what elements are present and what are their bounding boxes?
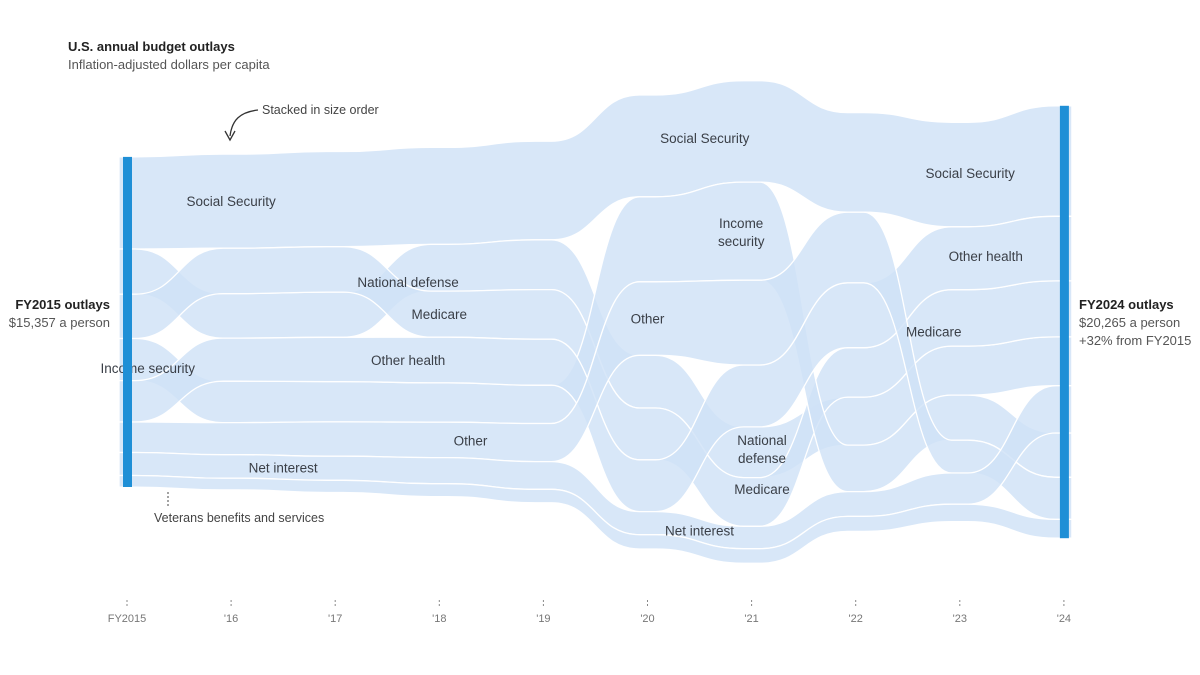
fy2015-outlays-title: FY2015 outlays — [15, 297, 110, 312]
x-tick-label: FY2015 — [108, 613, 147, 625]
band-label: Medicare — [734, 482, 790, 497]
x-tick-label: '21 — [744, 613, 758, 625]
x-tick-label: '22 — [849, 613, 863, 625]
x-tick-label: '17 — [328, 613, 342, 625]
band-label: Medicare — [412, 307, 468, 322]
band-label: Social Security — [926, 166, 1016, 181]
band-label: Medicare — [906, 325, 962, 340]
band-label: Social Security — [660, 131, 750, 146]
arrowhead-icon — [224, 130, 236, 142]
band-labels: Social Security National defense Medicare I… — [101, 131, 1023, 538]
band-label: Social Security — [186, 194, 276, 209]
fy2024-outlays-change: +32% from FY2015 — [1079, 333, 1191, 348]
veterans-annotation: Veterans benefits and services — [154, 492, 324, 525]
fy2015-total-bar — [123, 156, 132, 487]
band-label: Other — [454, 434, 488, 449]
x-tick-label: '18 — [432, 613, 446, 625]
x-tick-label: '16 — [224, 613, 238, 625]
curved-arrow-icon — [229, 109, 259, 137]
band-label: Net interest — [249, 460, 318, 475]
x-tick-label: '24 — [1057, 613, 1071, 625]
stacked-annotation: Stacked in size order — [224, 103, 379, 142]
chart-title: U.S. annual budget outlays — [68, 39, 235, 54]
band-label: Income security — [718, 216, 765, 249]
fy2024-total-bar — [1059, 105, 1069, 539]
x-tick-label: '23 — [953, 613, 967, 625]
fy2024-outlays-value: $20,265 a person — [1079, 315, 1180, 330]
band-other-health — [118, 215, 1073, 513]
band-veterans-benefits-and-services — [118, 474, 1073, 564]
stream-bands — [118, 80, 1073, 564]
fy2024-outlays-title: FY2024 outlays — [1079, 297, 1174, 312]
fy2015-outlays-value: $15,357 a person — [9, 315, 110, 330]
chart-subtitle: Inflation-adjusted dollars per capita — [68, 57, 270, 72]
band-label: National defense — [737, 433, 787, 466]
band-label: Net interest — [665, 523, 734, 538]
right-total-label: FY2024 outlays $20,265 a person +32% fro… — [1079, 297, 1191, 348]
x-axis: FY2015 '16 '17 '18 '19 '20 '21 '22 '23 '24 — [108, 600, 1071, 625]
band-label: Other health — [371, 353, 445, 368]
band-label: National defense — [357, 275, 458, 290]
left-total-label: FY2015 outlays $15,357 a person — [9, 297, 110, 330]
stacked-note: Stacked in size order — [262, 103, 379, 117]
band-label: Income security — [101, 361, 196, 376]
veterans-note: Veterans benefits and services — [154, 511, 324, 525]
x-tick-label: '19 — [536, 613, 550, 625]
x-tick-label: '20 — [640, 613, 654, 625]
band-label: Other — [631, 312, 665, 327]
band-label: Other health — [949, 249, 1023, 264]
